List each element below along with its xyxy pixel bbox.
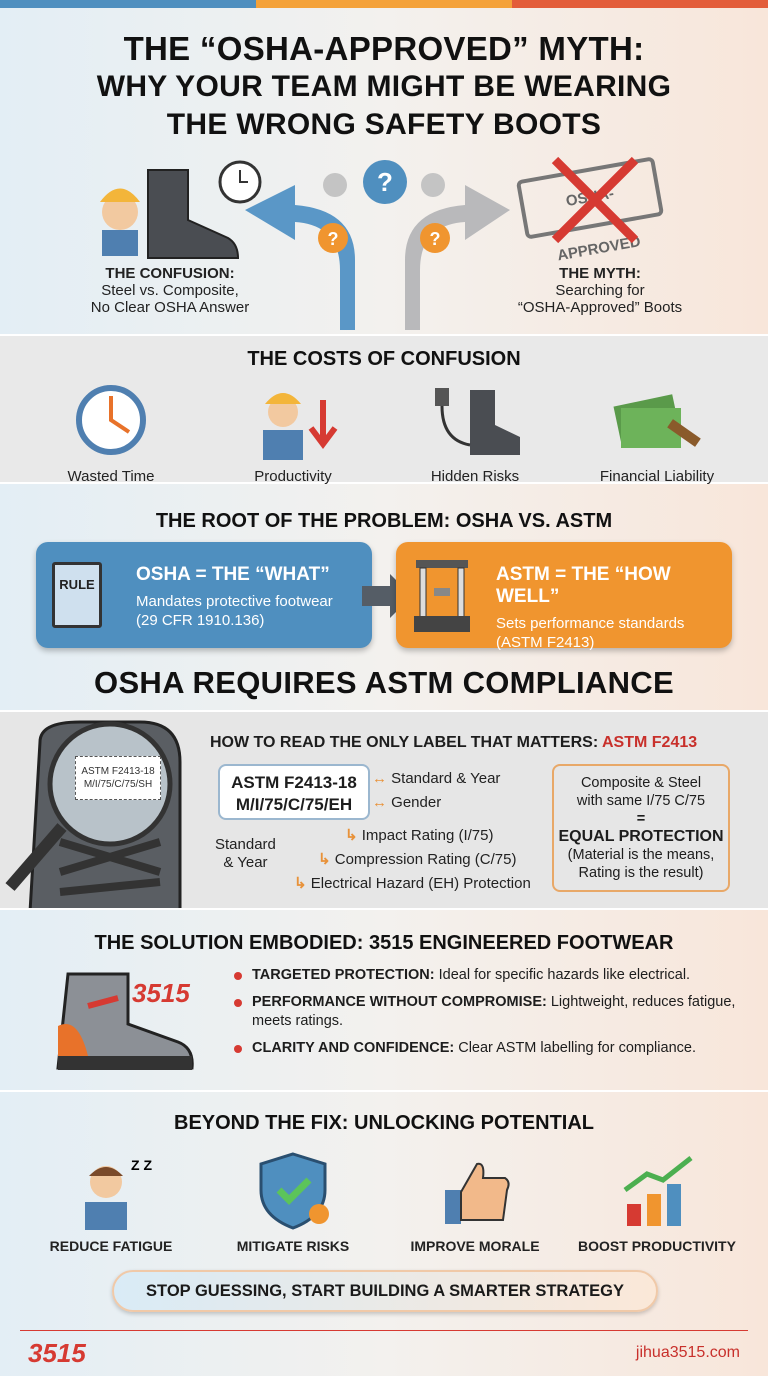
annotation-eh: ↳ Electrical Hazard (EH) Protection <box>294 875 531 892</box>
annotation-standard-year: ↔ Standard & Year <box>372 770 501 787</box>
label-section: ASTM F2413-18 M/I/75/C/75/SH HOW TO READ … <box>0 710 768 910</box>
benefit-item: IMPROVE MORALE <box>390 1150 560 1254</box>
label-title: HOW TO READ THE ONLY LABEL THAT MATTERS:… <box>210 734 698 751</box>
svg-text:?: ? <box>430 229 441 249</box>
clock-icon <box>76 385 146 455</box>
header-section: THE “OSHA-APPROVED” MYTH: WHY YOUR TEAM … <box>0 0 768 330</box>
astm-code-box: ASTM F2413-18 M/I/75/C/75/EH <box>218 764 370 820</box>
solution-bullets: TARGETED PROTECTION: Ideal for specific … <box>232 966 748 1066</box>
root-section: THE ROOT OF THE PROBLEM: OSHA VS. ASTM R… <box>0 486 768 708</box>
cost-item: Financial Liability <box>572 380 742 485</box>
solution-title: THE SOLUTION EMBODIED: 3515 ENGINEERED F… <box>94 932 674 954</box>
beyond-title: BEYOND THE FIX: UNLOCKING POTENTIAL <box>174 1112 594 1134</box>
footer-website-link[interactable]: jihua3515.com <box>635 1344 740 1361</box>
equal-protection-callout: Composite & Steel with same I/75 C/75 = E… <box>552 764 730 892</box>
osha-box: RULE OSHA = THE “WHAT” Mandates protecti… <box>36 542 372 648</box>
astm-box: ASTM = THE “HOW WELL” Sets performance s… <box>396 542 732 651</box>
testing-machine-icon <box>414 560 470 632</box>
shield-check-icon <box>259 1152 329 1230</box>
footer-logo: 3515 <box>28 1338 86 1368</box>
boot-plug-icon <box>435 388 520 455</box>
bullet-item: TARGETED PROTECTION: Ideal for specific … <box>232 966 748 985</box>
solution-section: THE SOLUTION EMBODIED: 3515 ENGINEERED F… <box>0 912 768 1088</box>
top-color-bar <box>0 0 768 8</box>
footer-divider <box>20 1330 748 1331</box>
benefit-item: BOOST PRODUCTIVITY <box>572 1150 742 1254</box>
cost-item: Wasted Time <box>26 380 196 485</box>
red-x-icon <box>551 156 639 244</box>
cost-item: Hidden Risks <box>390 380 560 485</box>
costs-list: Wasted Time Productivity Hidden Risks Fi… <box>20 380 748 485</box>
root-title: THE ROOT OF THE PROBLEM: OSHA VS. ASTM <box>155 510 613 532</box>
page-title: THE “OSHA-APPROVED” MYTH: WHY YOUR TEAM … <box>96 30 672 141</box>
annotation-below-standard: Standard & Year <box>215 836 276 871</box>
boot-tag: ASTM F2413-18 M/I/75/C/75/SH <box>75 756 161 800</box>
compliance-banner: OSHA REQUIRES ASTM COMPLIANCE <box>94 665 674 700</box>
svg-text:?: ? <box>377 167 393 197</box>
brand-logo: 3515 <box>132 978 190 1008</box>
growth-chart-icon <box>623 1156 693 1226</box>
worker-boot-clock-icon <box>100 160 262 259</box>
beyond-list: Z Z REDUCE FATIGUE MITIGATE RISKS IMPROVE… <box>20 1150 748 1254</box>
myth-caption: THE MYTH: Searching for “OSHA-Approved” B… <box>517 265 683 316</box>
svg-text:Z Z: Z Z <box>131 1157 152 1173</box>
confusion-caption: THE CONFUSION: Steel vs. Composite, No Cl… <box>90 265 250 316</box>
worker-down-icon <box>263 393 338 460</box>
money-gavel-icon <box>613 394 701 448</box>
magnifier-boot-icon <box>5 720 182 908</box>
benefit-item: MITIGATE RISKS <box>208 1150 378 1254</box>
annotation-impact: ↳ Impact Rating (I/75) <box>345 827 494 844</box>
3515-boot-icon <box>56 972 194 1070</box>
cta-button[interactable]: STOP GUESSING, START BUILDING A SMARTER … <box>112 1270 658 1312</box>
bullet-item: PERFORMANCE WITHOUT COMPROMISE: Lightwei… <box>232 993 748 1031</box>
costs-section: THE COSTS OF CONFUSION Wasted Time Produ… <box>0 334 768 485</box>
crossroads-arrows-icon: ? ? ? <box>245 160 510 330</box>
thumbs-up-icon <box>445 1162 510 1224</box>
cost-item: Productivity <box>208 380 378 485</box>
rule-book-icon: RULE <box>52 562 102 628</box>
benefit-item: Z Z REDUCE FATIGUE <box>26 1150 196 1254</box>
sleepy-worker-icon: Z Z <box>85 1157 152 1230</box>
annotation-compression: ↳ Compression Rating (C/75) <box>318 851 517 868</box>
bullet-item: CLARITY AND CONFIDENCE: Clear ASTM label… <box>232 1039 748 1058</box>
costs-title: THE COSTS OF CONFUSION <box>247 348 521 370</box>
annotation-gender: ↔ Gender <box>372 794 442 811</box>
svg-text:?: ? <box>328 229 339 249</box>
